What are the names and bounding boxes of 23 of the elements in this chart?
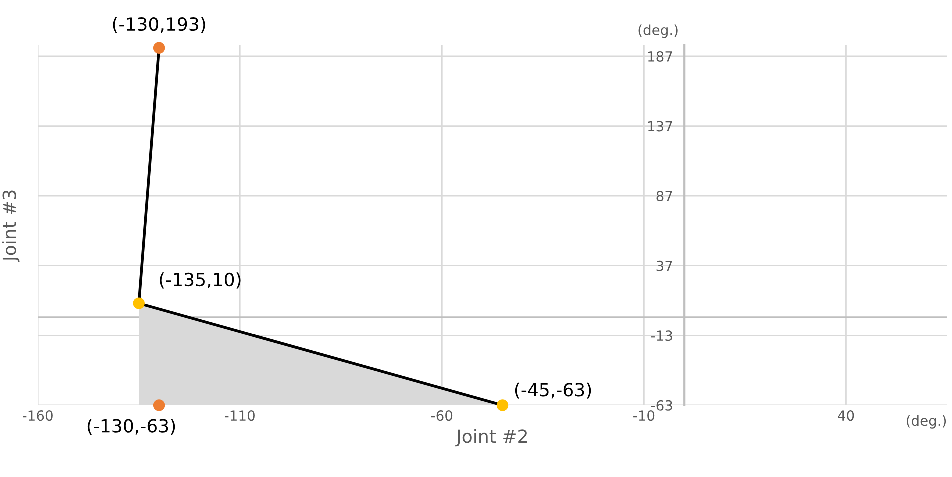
point bbox=[153, 42, 166, 54]
annotation: (-45,-63) bbox=[515, 382, 592, 399]
y-axis-title: Joint #3 bbox=[2, 190, 20, 262]
y-tick-label: -63 bbox=[651, 400, 672, 411]
y-tick-label: -13 bbox=[651, 330, 672, 342]
text: (deg.) bbox=[907, 415, 946, 429]
point bbox=[133, 298, 145, 310]
x-tick-label: -160 bbox=[23, 410, 53, 422]
annotation: (-135,10) bbox=[160, 272, 241, 289]
annotation: (-130,-63) bbox=[88, 418, 176, 436]
y-tick-label: 37 bbox=[656, 260, 672, 272]
text: (deg.) bbox=[638, 24, 678, 38]
x-tick-label: -10 bbox=[634, 410, 655, 422]
annotation: (-130,193) bbox=[113, 17, 206, 34]
x-tick-label: 40 bbox=[838, 410, 854, 422]
point bbox=[153, 400, 166, 412]
x-tick-label: -110 bbox=[225, 410, 255, 422]
x-axis-title: Joint #2 bbox=[456, 429, 527, 447]
y-tick-label: 137 bbox=[648, 121, 672, 132]
y-tick-label: 87 bbox=[656, 191, 672, 202]
y-tick-label: 187 bbox=[648, 51, 672, 62]
x-tick-label: -60 bbox=[431, 410, 453, 422]
point bbox=[496, 400, 509, 412]
